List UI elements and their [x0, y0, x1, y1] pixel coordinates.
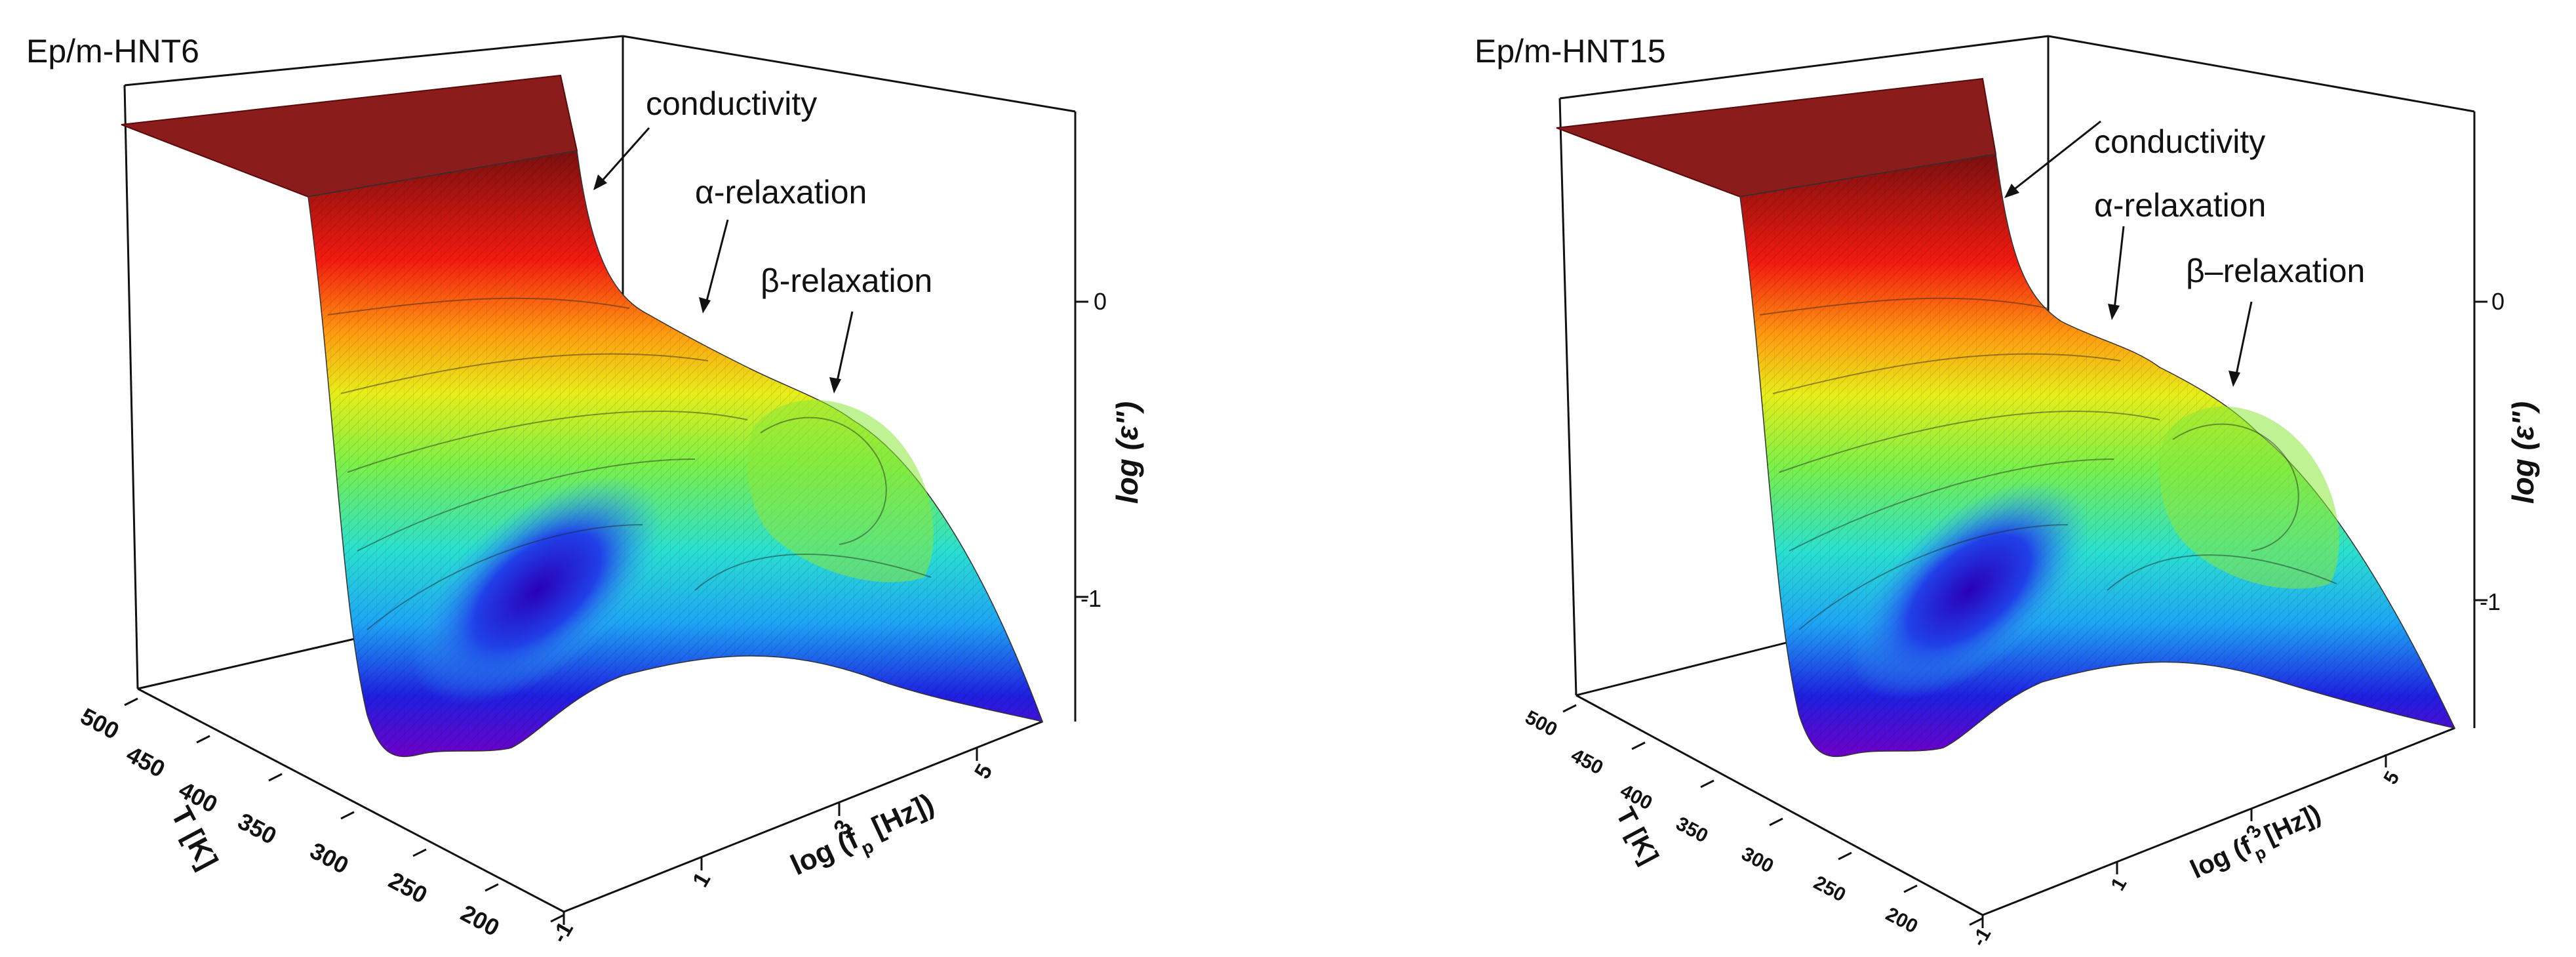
surface-minimum-valley: [1848, 481, 2091, 700]
annotation-beta: β–relaxation: [2186, 253, 2365, 289]
x-axis: -1 1 3 5 log (fp [Hz]): [547, 748, 997, 947]
contour-lines: [1759, 297, 2337, 630]
surface-plot: [1556, 77, 2456, 758]
x-tick-label: 1: [2107, 874, 2131, 895]
y-tick-label: 300: [1738, 843, 1777, 878]
annotation-alpha: α-relaxation: [2094, 187, 2266, 224]
y-tick-label: 350: [1673, 813, 1712, 847]
arrowhead: [699, 297, 711, 314]
contour-lines: [327, 297, 932, 630]
y-tick-label: 450: [1568, 744, 1607, 779]
x-axis: -1 1 3 5 log (fp [Hz]): [1968, 754, 2404, 950]
annotations: conductivity α-relaxation β-relaxation: [593, 85, 932, 394]
y-tick-label: 250: [384, 866, 431, 908]
y-tick-label: 500: [76, 702, 123, 744]
x-axis-title-tail: [Hz]): [2253, 799, 2325, 853]
y-tick-label: 500: [1522, 706, 1561, 741]
annotation-alpha: α-relaxation: [695, 174, 867, 211]
z-axis-title: log (ε"): [1110, 401, 1144, 504]
arrowhead: [2004, 184, 2019, 198]
surface-mesh: [1740, 154, 2455, 757]
x-tick-label: 1: [688, 868, 715, 891]
surface-minimum-valley: [411, 476, 664, 705]
arrow-conductivity: [2008, 120, 2101, 195]
x-tick-label: 5: [970, 760, 997, 783]
beta-peak-region: [2160, 406, 2339, 589]
arrowhead: [2229, 371, 2240, 387]
arrow-beta: [835, 311, 854, 388]
chart-title: Ep/m-HNT6: [26, 33, 199, 70]
x-axis-title: log (fp [Hz]): [786, 788, 942, 889]
chart-title: Ep/m-HNT15: [1475, 33, 1666, 70]
arrow-alpha: [703, 219, 729, 309]
arrowhead: [593, 174, 607, 190]
arrow-conductivity: [595, 127, 650, 188]
annotation-conductivity: conductivity: [646, 85, 817, 122]
y-tick-label: 300: [306, 837, 353, 879]
chart-left: 0 -1 log (ε") 500 450 400 350 300 250 20…: [26, 33, 1144, 947]
x-axis-title: log (fp [Hz]): [2186, 799, 2328, 891]
y-tick-label: 200: [456, 899, 504, 941]
x-axis-title-main: log (f: [786, 823, 863, 882]
annotation-beta: β-relaxation: [761, 262, 932, 299]
z-tick-label: -1: [2480, 588, 2501, 615]
arrowhead: [2108, 304, 2120, 320]
y-axis-title: T [K]: [1610, 803, 1664, 869]
z-axis-title: log (ε"): [2506, 401, 2540, 504]
x-axis-title-main: log (f: [2186, 831, 2257, 884]
y-tick-label: 250: [1810, 872, 1850, 906]
arrowhead: [829, 377, 841, 394]
annotations: conductivity α-relaxation β–relaxation: [2004, 120, 2365, 387]
annotation-conductivity: conductivity: [2094, 123, 2265, 160]
x-axis-title-tail: [Hz]): [860, 788, 938, 847]
z-axis: 0 -1 log (ε"): [2474, 288, 2540, 615]
z-tick-label: -1: [1080, 585, 1101, 612]
chart-right: 0 -1 log (ε") 500 450 400 350 300 250 20…: [1475, 33, 2540, 950]
beta-peak-region: [747, 399, 934, 582]
z-tick-label: 0: [1094, 288, 1107, 315]
chart-panel-left: 0 -1 log (ε") 500 450 400 350 300 250 20…: [26, 33, 1144, 947]
x-tick-label: 5: [2379, 768, 2404, 788]
chart-panel-right: 0 -1 log (ε") 500 450 400 350 300 250 20…: [1288, 0, 2575, 957]
y-axis-title: T [K]: [165, 802, 224, 874]
arrow-alpha: [2112, 226, 2125, 316]
arrow-beta: [2234, 301, 2253, 381]
y-tick-label: 450: [122, 741, 169, 783]
x-tick-label: -1: [1968, 924, 1995, 950]
z-tick-label: 0: [2491, 288, 2505, 315]
z-axis: 0 -1 log (ε"): [1075, 288, 1144, 612]
surface-plot: [121, 74, 1044, 758]
y-tick-label: 200: [1882, 903, 1922, 938]
y-tick-label: 350: [233, 807, 281, 849]
